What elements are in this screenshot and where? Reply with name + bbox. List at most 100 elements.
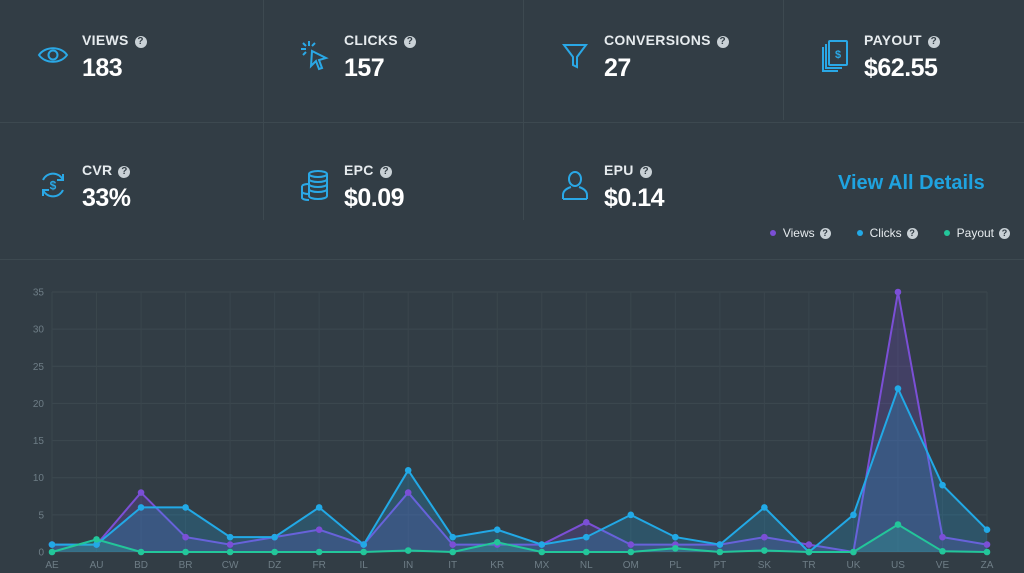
view-all-details-link[interactable]: View All Details [838, 172, 985, 194]
x-tick-label: BD [134, 560, 148, 571]
stat-value: 157 [344, 54, 385, 82]
stat-epu: EPU? $0.14 [522, 130, 782, 250]
stat-cvr: $ CVR? 33% [0, 130, 260, 250]
line-chart: 0 5 10 15 20 25 30 35 AE AU BD BR CW DZ FR IL IN IT KR MX NL… [33, 288, 994, 572]
x-tick-label: VE [936, 560, 950, 571]
x-tick-label: SK [758, 560, 772, 571]
x-tick-label: IL [359, 560, 368, 571]
legend-item-clicks[interactable]: Clicks ? [856, 226, 918, 240]
y-tick-label: 30 [33, 325, 45, 336]
x-tick-label: PT [713, 560, 726, 571]
data-point-clicks [894, 385, 902, 392]
x-tick-label: DZ [268, 560, 281, 571]
help-icon[interactable]: ? [379, 166, 392, 178]
data-point-views [226, 541, 234, 548]
stat-label: CLICKS? [344, 32, 416, 48]
dollar-cycle-icon: $ [36, 168, 70, 202]
legend-item-views[interactable]: Views ? [769, 226, 831, 240]
data-point-payout [493, 539, 501, 546]
data-point-clicks [226, 533, 234, 541]
legend-item-payout[interactable]: Payout ? [943, 226, 1010, 240]
help-icon[interactable]: ? [819, 227, 831, 239]
data-point-payout [627, 548, 635, 556]
help-icon[interactable]: ? [716, 36, 729, 48]
data-point-payout [404, 547, 412, 554]
data-point-clicks [404, 466, 412, 474]
data-point-payout [137, 548, 145, 556]
stat-value: 27 [604, 54, 631, 82]
data-point-payout [360, 548, 367, 556]
help-icon[interactable]: ? [639, 166, 652, 178]
funnel-icon [558, 38, 592, 72]
data-point-payout [761, 547, 768, 554]
help-icon[interactable]: ? [134, 36, 147, 48]
legend-label: Views [782, 226, 815, 240]
divider [0, 259, 1024, 260]
stat-label: EPU? [604, 162, 652, 178]
data-point-views [315, 526, 323, 534]
cursor-click-icon [298, 38, 332, 72]
help-icon[interactable]: ? [927, 36, 940, 48]
data-point-payout [850, 548, 857, 556]
data-point-clicks [627, 511, 635, 519]
stat-value: 33% [82, 184, 131, 212]
stat-label: PAYOUT? [864, 32, 940, 48]
data-point-views [939, 533, 946, 541]
money-stack-icon: $ [818, 38, 852, 72]
data-point-views [449, 541, 457, 548]
svg-text:$: $ [835, 49, 841, 61]
help-icon[interactable]: ? [906, 227, 918, 239]
legend-label: Clicks [869, 226, 902, 240]
help-icon[interactable]: ? [403, 36, 416, 48]
data-point-payout [182, 548, 189, 556]
x-tick-label: PL [669, 560, 682, 571]
help-icon[interactable]: ? [999, 227, 1010, 239]
data-point-payout [48, 548, 56, 556]
coin-stack-icon [298, 168, 332, 202]
series-line-clicks [52, 385, 988, 554]
help-icon[interactable]: ? [118, 166, 131, 178]
x-tick-label: ZA [981, 560, 994, 571]
stat-views: VIEWS? 183 [0, 0, 260, 120]
x-tick-label: UK [846, 560, 860, 571]
x-tick-label: IT [448, 560, 457, 571]
data-point-clicks [716, 541, 724, 548]
x-tick-label: AE [45, 560, 59, 571]
data-point-clicks [449, 533, 457, 541]
svg-text:$: $ [50, 179, 57, 193]
y-tick-label: 35 [33, 288, 45, 299]
divider [523, 0, 524, 220]
stat-value: $62.55 [864, 54, 938, 82]
data-point-views [805, 541, 813, 548]
chart-legend: Views ? Clicks ? Payout ? [769, 225, 1010, 241]
y-tick-label: 15 [33, 436, 45, 447]
y-tick-label: 10 [33, 473, 45, 484]
data-point-views [582, 518, 590, 526]
data-point-payout [271, 548, 278, 556]
divider [0, 122, 1024, 123]
y-tick-label: 5 [38, 510, 44, 521]
stat-epc: EPC? $0.09 [262, 130, 522, 250]
x-tick-label: CW [222, 560, 239, 571]
series-line-payout [51, 523, 988, 554]
stat-value: 183 [82, 54, 123, 82]
stat-payout: $ PAYOUT? $62.55 [782, 0, 1024, 120]
data-point-clicks [672, 533, 679, 541]
data-point-payout [315, 548, 323, 556]
data-point-clicks [538, 541, 546, 548]
x-tick-label: IN [403, 560, 413, 571]
x-tick-label: AU [90, 560, 104, 571]
data-point-clicks [582, 533, 590, 541]
data-point-payout [582, 548, 590, 556]
data-point-clicks [48, 541, 56, 548]
data-point-payout [716, 548, 724, 556]
data-point-clicks [182, 504, 189, 511]
data-point-clicks [360, 541, 367, 548]
stat-conversions: CONVERSIONS? 27 [522, 0, 782, 120]
stats-panel: VIEWS? 183 CLICKS? 157 CONVERSIONS? 27 [0, 0, 1024, 220]
data-point-payout [672, 544, 679, 552]
data-point-payout [449, 548, 457, 556]
data-point-payout [939, 547, 946, 555]
data-point-clicks [93, 541, 100, 548]
legend-dot [769, 230, 776, 236]
